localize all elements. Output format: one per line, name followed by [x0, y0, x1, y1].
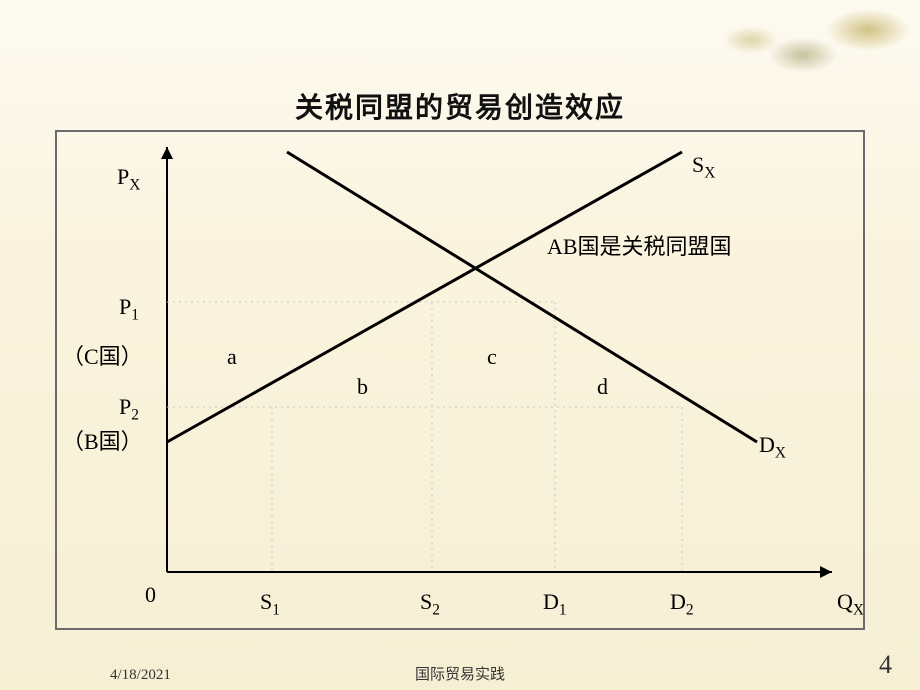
label-D2: D2 — [670, 589, 694, 619]
label-Dx: DX — [759, 432, 786, 462]
footer-course: 国际贸易实践 — [0, 663, 920, 684]
label-B_country: （B国） — [62, 429, 143, 454]
label-S1: S1 — [260, 589, 280, 619]
label-P1: P1 — [119, 294, 139, 324]
label-origin: 0 — [145, 582, 156, 607]
label-Sx: SX — [692, 152, 715, 182]
page-number: 4 — [879, 650, 892, 680]
label-x_axis: QX — [837, 589, 863, 619]
decorative-leaves — [660, 0, 920, 100]
label-S2: S2 — [420, 589, 440, 619]
chart-svg: PX QX SX DX 0 P1 P2 （C国） （B国） S1 S2 D1 D2 AB国是关税同盟国 a b… — [57, 132, 863, 628]
label-c: c — [487, 344, 497, 369]
label-P2: P2 — [119, 394, 139, 424]
label-note: AB国是关税同盟国 — [547, 234, 732, 259]
label-C_country: （C国） — [62, 344, 143, 369]
label-b: b — [357, 374, 368, 399]
label-d: d — [597, 374, 608, 399]
slide-title: 关税同盟的贸易创造效应 — [0, 86, 920, 126]
chart-container: PX QX SX DX 0 P1 P2 （C国） （B国） S1 S2 D1 D2 AB国是关税同盟国 a b… — [55, 130, 865, 630]
label-D1: D1 — [543, 589, 567, 619]
slide: 关税同盟的贸易创造效应 PX QX SX DX 0 P1 P2 （C国） （B国） S1 S2 D1 D… — [0, 0, 920, 690]
label-a: a — [227, 344, 237, 369]
label-y_axis: PX — [117, 164, 140, 194]
